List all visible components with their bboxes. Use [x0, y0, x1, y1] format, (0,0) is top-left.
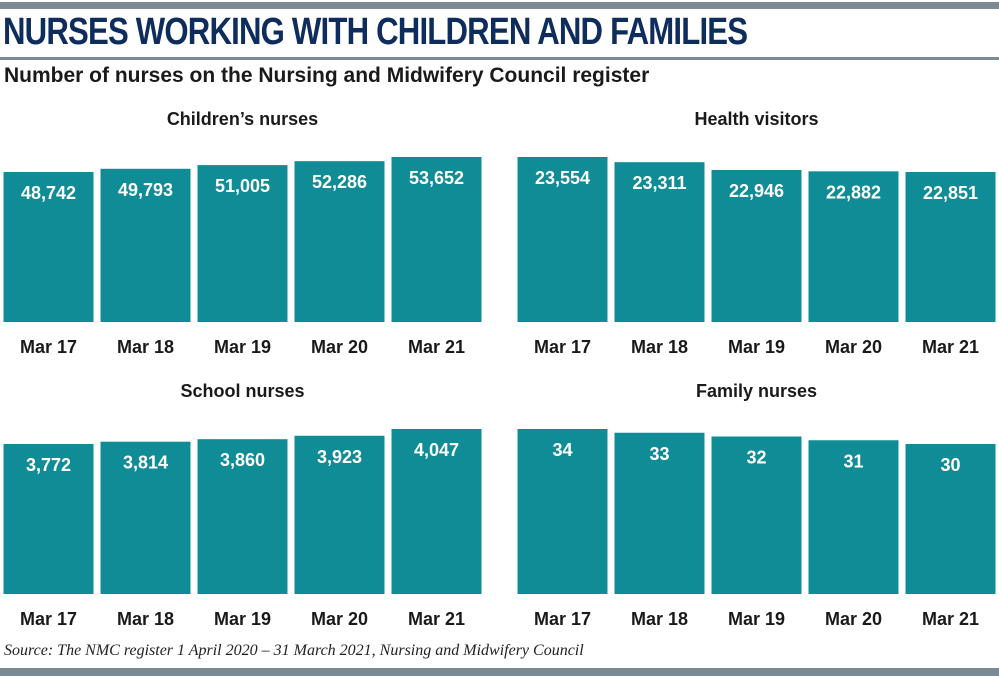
- page-subtitle: Number of nurses on the Nursing and Midw…: [4, 64, 650, 87]
- data-label: 53,652: [409, 168, 464, 188]
- bar-mar-21: [391, 429, 482, 594]
- data-label: 32: [746, 448, 766, 468]
- bar-mar-17: [3, 444, 94, 594]
- bar-mar-18: [614, 162, 705, 322]
- bar-mar-19: [197, 165, 288, 322]
- chart-childrens-nurses: Children’s nurses 48,742 Mar 17 49,793 Mar 1…: [0, 100, 485, 370]
- x-tick-label: Mar 17: [534, 609, 591, 629]
- chart-title: School nurses: [180, 381, 304, 401]
- top-rule: [0, 2, 999, 9]
- x-tick-label: Mar 20: [825, 337, 882, 357]
- x-tick-label: Mar 21: [408, 337, 465, 357]
- chart-health-visitors: Health visitors 23,554 Mar 17 23,311 Mar 18 2…: [514, 100, 999, 370]
- bar-mar-21: [905, 172, 996, 322]
- x-tick-label: Mar 19: [214, 337, 271, 357]
- x-tick-label: Mar 18: [117, 609, 174, 629]
- data-label: 3,923: [317, 447, 362, 467]
- data-label: 22,882: [826, 182, 881, 202]
- x-tick-label: Mar 21: [408, 609, 465, 629]
- x-tick-label: Mar 19: [214, 609, 271, 629]
- bar-mar-21: [905, 444, 996, 594]
- bar-mar-20: [808, 171, 899, 322]
- x-tick-label: Mar 17: [534, 337, 591, 357]
- chart-family-nurses: Family nurses 34 Mar 17 33 Mar 18 32 Mar 19 31 M…: [514, 372, 999, 642]
- x-tick-label: Mar 20: [311, 337, 368, 357]
- page-title: NURSES WORKING WITH CHILDREN AND FAMILIE…: [3, 11, 748, 53]
- x-tick-label: Mar 19: [728, 609, 785, 629]
- bar-mar-17: [517, 157, 608, 322]
- x-tick-label: Mar 17: [20, 337, 77, 357]
- chart-title: Children’s nurses: [167, 109, 318, 129]
- x-tick-label: Mar 18: [631, 337, 688, 357]
- chart-title: Family nurses: [696, 381, 817, 401]
- data-label: 3,814: [123, 453, 168, 473]
- bar-mar-20: [294, 435, 385, 594]
- bar-mar-19: [197, 439, 288, 594]
- x-tick-label: Mar 20: [311, 609, 368, 629]
- data-label: 22,946: [729, 181, 784, 201]
- x-tick-label: Mar 21: [922, 609, 979, 629]
- title-rule: [0, 57, 999, 60]
- chart-svg: Children’s nurses 48,742 Mar 17 49,793 Mar 1…: [3, 109, 482, 357]
- data-label: 23,554: [535, 168, 590, 188]
- x-tick-label: Mar 18: [117, 337, 174, 357]
- data-label: 3,860: [220, 450, 265, 470]
- bottom-rule: [0, 668, 999, 676]
- chart-svg: School nurses 3,772 Mar 17 3,814 Mar 18 3,860…: [3, 381, 482, 629]
- data-label: 23,311: [632, 173, 686, 193]
- bar-mar-18: [100, 168, 191, 322]
- data-label: 3,772: [26, 455, 71, 475]
- bar-mar-17: [3, 172, 94, 322]
- chart-svg: Family nurses 34 Mar 17 33 Mar 18 32 Mar 19 31 M…: [517, 381, 996, 629]
- data-label: 31: [843, 451, 863, 471]
- source-note: Source: The NMC register 1 April 2020 – …: [4, 642, 584, 659]
- data-label: 30: [940, 455, 960, 475]
- x-tick-label: Mar 20: [825, 609, 882, 629]
- bar-mar-17: [517, 429, 608, 594]
- chart-title: Health visitors: [694, 109, 818, 129]
- chart-svg: Health visitors 23,554 Mar 17 23,311 Mar 18 2…: [517, 109, 996, 357]
- data-label: 48,742: [21, 183, 76, 203]
- data-label: 49,793: [118, 180, 173, 200]
- data-label: 51,005: [215, 176, 270, 196]
- bar-mar-20: [294, 161, 385, 322]
- data-label: 34: [552, 440, 572, 460]
- chart-school-nurses: School nurses 3,772 Mar 17 3,814 Mar 18 3,860…: [0, 372, 485, 642]
- x-tick-label: Mar 21: [922, 337, 979, 357]
- x-tick-label: Mar 18: [631, 609, 688, 629]
- bar-mar-18: [614, 432, 705, 594]
- data-label: 22,851: [923, 183, 978, 203]
- bar-mar-20: [808, 440, 899, 594]
- x-tick-label: Mar 17: [20, 609, 77, 629]
- bar-mar-19: [711, 436, 802, 594]
- bar-mar-21: [391, 157, 482, 322]
- bar-mar-18: [100, 441, 191, 594]
- data-label: 52,286: [312, 172, 367, 192]
- bar-mar-19: [711, 169, 802, 322]
- data-label: 33: [649, 444, 669, 464]
- data-label: 4,047: [414, 440, 459, 460]
- x-tick-label: Mar 19: [728, 337, 785, 357]
